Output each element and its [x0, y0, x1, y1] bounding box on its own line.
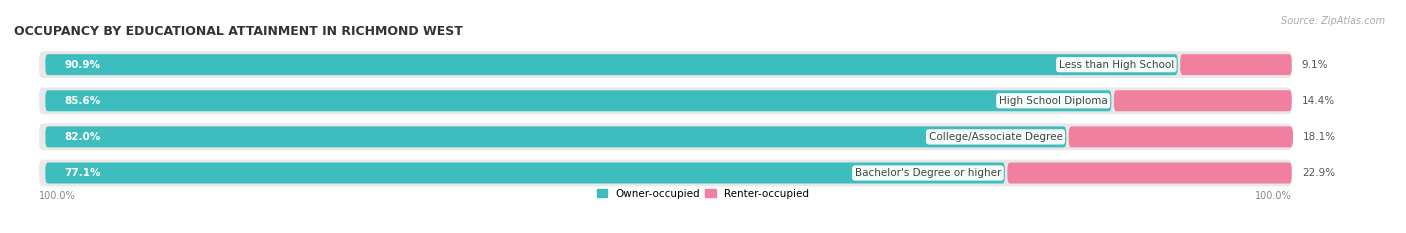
- Text: 22.9%: 22.9%: [1302, 168, 1334, 178]
- Text: 100.0%: 100.0%: [39, 191, 76, 201]
- FancyBboxPatch shape: [45, 127, 1066, 147]
- FancyBboxPatch shape: [39, 160, 1292, 186]
- Text: College/Associate Degree: College/Associate Degree: [928, 132, 1063, 142]
- Text: Source: ZipAtlas.com: Source: ZipAtlas.com: [1281, 16, 1385, 26]
- FancyBboxPatch shape: [45, 90, 1111, 111]
- Text: 90.9%: 90.9%: [65, 60, 100, 70]
- FancyBboxPatch shape: [1007, 163, 1292, 183]
- Text: High School Diploma: High School Diploma: [998, 96, 1108, 106]
- Text: 82.0%: 82.0%: [65, 132, 100, 142]
- Text: 18.1%: 18.1%: [1303, 132, 1336, 142]
- Text: 9.1%: 9.1%: [1302, 60, 1329, 70]
- FancyBboxPatch shape: [1180, 54, 1292, 75]
- Text: Bachelor's Degree or higher: Bachelor's Degree or higher: [855, 168, 1001, 178]
- Text: Less than High School: Less than High School: [1059, 60, 1174, 70]
- Text: 100.0%: 100.0%: [1256, 191, 1292, 201]
- Text: 77.1%: 77.1%: [65, 168, 101, 178]
- FancyBboxPatch shape: [39, 87, 1292, 114]
- Text: 85.6%: 85.6%: [65, 96, 100, 106]
- FancyBboxPatch shape: [39, 123, 1292, 150]
- Text: OCCUPANCY BY EDUCATIONAL ATTAINMENT IN RICHMOND WEST: OCCUPANCY BY EDUCATIONAL ATTAINMENT IN R…: [14, 25, 463, 38]
- FancyBboxPatch shape: [1069, 127, 1294, 147]
- Legend: Owner-occupied, Renter-occupied: Owner-occupied, Renter-occupied: [593, 185, 813, 203]
- FancyBboxPatch shape: [45, 163, 1005, 183]
- FancyBboxPatch shape: [45, 54, 1178, 75]
- FancyBboxPatch shape: [39, 51, 1292, 78]
- Text: 14.4%: 14.4%: [1302, 96, 1334, 106]
- FancyBboxPatch shape: [1114, 90, 1292, 111]
